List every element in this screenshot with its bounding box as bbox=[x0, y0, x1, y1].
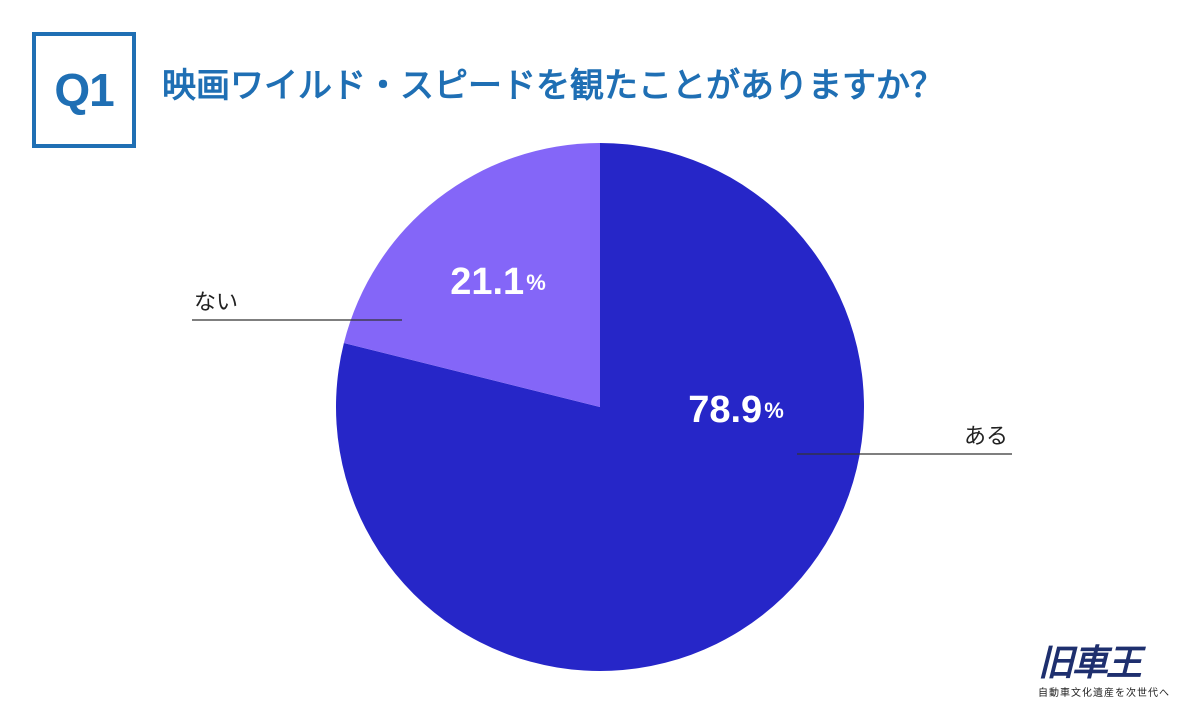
slice-value-label: 21.1% bbox=[450, 261, 546, 303]
pie-slice-nai bbox=[343, 143, 600, 407]
slice-category-label: ある bbox=[964, 425, 1008, 450]
question-number: Q1 bbox=[54, 64, 114, 116]
slice-value-label: 78.9% bbox=[688, 389, 784, 431]
logo-mark: 旧車王 bbox=[1038, 643, 1142, 684]
question-title: 映画ワイルド・スピードを観たことがありますか？ bbox=[162, 66, 944, 106]
pie-slice-aru bbox=[336, 143, 864, 672]
logo-tagline: 自動車文化遺産を次世代へ bbox=[1038, 688, 1170, 699]
slice-category-label: ない bbox=[194, 291, 238, 316]
brand-logo: 旧車王 自動車文化遺産を次世代へ bbox=[1034, 644, 1184, 706]
question-number-box: Q1 bbox=[32, 32, 136, 148]
